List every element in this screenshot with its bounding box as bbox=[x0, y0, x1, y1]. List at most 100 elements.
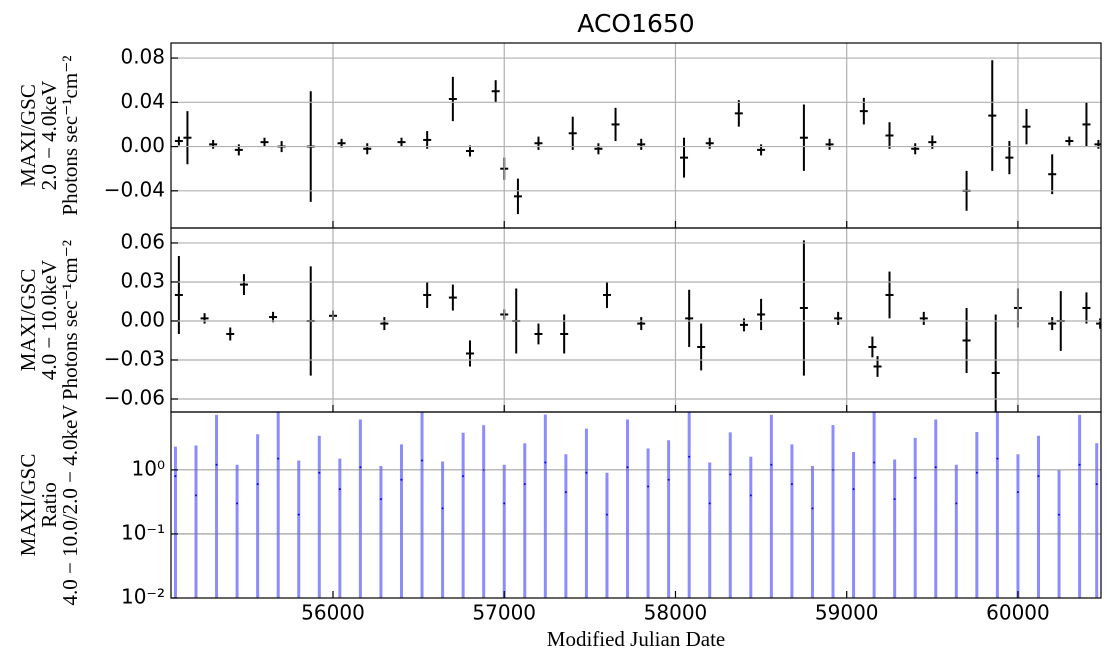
marker bbox=[934, 466, 937, 469]
x-tick-label: 59000 bbox=[815, 601, 879, 625]
data-point bbox=[602, 281, 611, 308]
data-point bbox=[513, 178, 522, 215]
marker bbox=[338, 488, 341, 491]
x-tick-label: 58000 bbox=[644, 601, 708, 625]
x-tick-label: 60000 bbox=[986, 601, 1050, 625]
marker bbox=[215, 463, 218, 466]
data-point bbox=[1078, 414, 1082, 598]
marker bbox=[667, 478, 670, 481]
data-point bbox=[1082, 102, 1091, 147]
data-point bbox=[825, 138, 834, 150]
marker bbox=[441, 507, 444, 510]
data-point bbox=[194, 445, 198, 598]
marker bbox=[955, 502, 958, 505]
marker bbox=[914, 476, 917, 479]
data-point bbox=[646, 448, 650, 598]
data-point bbox=[423, 281, 432, 308]
data-point bbox=[919, 311, 928, 325]
y-axis-label: 2.0 − 4.0keV bbox=[37, 81, 61, 191]
marker bbox=[1058, 513, 1061, 516]
data-point bbox=[605, 472, 609, 598]
chart-title: ACO1650 bbox=[577, 9, 694, 38]
data-point bbox=[363, 143, 372, 155]
data-point bbox=[534, 136, 543, 150]
marker bbox=[462, 475, 465, 478]
data-point bbox=[1016, 454, 1020, 598]
data-point bbox=[465, 145, 474, 157]
y-axis-label: 4.0 − 10.0/2.0 − 4.0keV bbox=[58, 404, 82, 605]
data-point bbox=[885, 122, 894, 149]
y-tick-label: 0.00 bbox=[120, 307, 165, 331]
data-point bbox=[379, 465, 383, 598]
frame bbox=[170, 411, 1102, 599]
y-axis-label: MAXI/GSC bbox=[16, 454, 40, 557]
marker bbox=[975, 471, 978, 474]
marker bbox=[626, 466, 629, 469]
data-point bbox=[1082, 292, 1091, 324]
data-point bbox=[226, 327, 235, 341]
y-tick-label: 0.06 bbox=[120, 229, 165, 253]
data-point bbox=[420, 412, 424, 598]
marker bbox=[544, 461, 547, 464]
y-tick-label: 10⁻² bbox=[121, 585, 165, 609]
marker bbox=[277, 457, 280, 460]
marker bbox=[708, 502, 711, 505]
data-point bbox=[873, 356, 882, 377]
marker bbox=[236, 502, 239, 505]
data-point bbox=[739, 318, 748, 332]
data-point bbox=[594, 143, 603, 155]
data-point bbox=[757, 298, 766, 331]
x-tick-label: 57000 bbox=[472, 601, 536, 625]
y-tick-label: 10⁻¹ bbox=[121, 520, 165, 544]
marker bbox=[318, 471, 321, 474]
data-point bbox=[975, 431, 979, 598]
data-point bbox=[1022, 108, 1031, 145]
data-point bbox=[1094, 139, 1101, 149]
data-point bbox=[317, 435, 321, 598]
data-point bbox=[297, 460, 301, 598]
data-point bbox=[749, 456, 753, 598]
data-point bbox=[260, 137, 269, 147]
data-point bbox=[687, 412, 691, 598]
y-tick-label: −0.04 bbox=[104, 177, 165, 201]
marker bbox=[770, 463, 773, 466]
y-tick-label: 0.04 bbox=[120, 89, 165, 113]
data-point bbox=[380, 317, 389, 331]
data-point bbox=[174, 136, 183, 146]
plot-area bbox=[173, 412, 1099, 598]
data-point bbox=[962, 307, 971, 373]
data-point bbox=[209, 139, 218, 149]
data-point bbox=[868, 336, 877, 358]
data-point bbox=[685, 289, 694, 347]
data-point bbox=[1096, 318, 1101, 329]
y-axis-label: 4.0 − 10.0keV bbox=[37, 260, 61, 380]
data-point bbox=[911, 143, 920, 155]
marker bbox=[421, 459, 424, 462]
x-tick-label: 56000 bbox=[301, 601, 365, 625]
data-point bbox=[1036, 435, 1040, 598]
plot-area bbox=[174, 240, 1101, 412]
data-point bbox=[543, 414, 547, 598]
y-tick-label: 0.00 bbox=[120, 133, 165, 157]
data-point bbox=[502, 464, 506, 598]
data-point bbox=[1065, 136, 1074, 146]
data-point bbox=[799, 240, 808, 376]
marker bbox=[688, 455, 691, 458]
marker bbox=[893, 498, 896, 501]
data-point bbox=[560, 314, 569, 354]
marker bbox=[605, 513, 608, 516]
x-axis-label: Modified Julian Date bbox=[547, 627, 725, 651]
marker bbox=[174, 475, 177, 478]
data-point bbox=[1095, 443, 1099, 598]
data-point bbox=[810, 465, 814, 598]
marker bbox=[852, 488, 855, 491]
data-point bbox=[790, 444, 794, 598]
data-point bbox=[991, 314, 1000, 412]
marker bbox=[749, 494, 752, 497]
data-point bbox=[465, 340, 474, 367]
marker bbox=[1095, 483, 1098, 486]
marker bbox=[523, 483, 526, 486]
data-point bbox=[256, 434, 260, 598]
data-point bbox=[995, 412, 999, 598]
